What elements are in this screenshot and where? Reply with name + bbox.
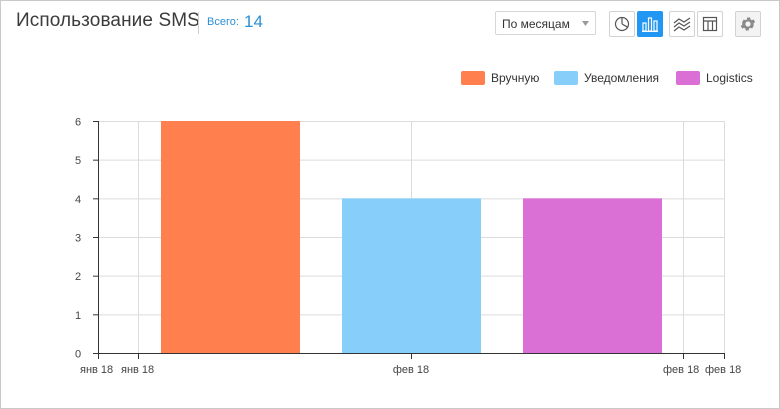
legend-swatch-manual [461,71,485,85]
legend-item-notifications[interactable]: Уведомления [554,70,659,86]
bar-chart-icon [642,17,658,32]
settings-button[interactable] [735,11,761,37]
y-tick-label-2: 2 [75,271,81,283]
period-select-value: По месяцам [502,17,570,31]
legend-label-manual: Вручную [491,71,540,85]
x-tick-label-1: янв 18 [121,364,154,376]
legend-item-logistics[interactable]: Logistics [676,70,753,86]
x-tick-label-3: фев 18 [663,364,699,376]
table-icon [702,16,718,32]
y-tick-label-3: 3 [75,233,81,245]
pie-chart-view-button[interactable] [609,11,635,37]
legend-item-manual[interactable]: Вручную [461,70,539,86]
page-title: Использование SMS [16,10,200,31]
gear-icon [740,17,756,31]
header-divider [198,12,199,34]
x-tick-label-4: фев 18 [705,364,741,376]
total-label: Всего: [207,16,239,28]
bar-chart-view-button[interactable] [637,11,663,37]
panel-header: Использование SMS Всего: 14 По месяцам [1,1,779,45]
table-view-button[interactable] [697,11,723,37]
x-tick-label-0: янв 18 [80,364,113,376]
y-tick-label-5: 5 [75,155,81,167]
chevron-down-icon [582,21,589,26]
y-tick-label-1: 1 [75,310,81,322]
legend-swatch-notifications [554,71,578,85]
area-chart-icon [673,17,691,32]
legend-label-logistics: Logistics [706,71,753,85]
pie-chart-icon [614,16,630,32]
bar-logistics [523,198,662,353]
legend-swatch-logistics [676,71,700,85]
bar-вручную [161,121,300,353]
y-tick-label-6: 6 [75,117,81,129]
y-tick-label-4: 4 [75,194,81,206]
period-select[interactable]: По месяцам [495,11,596,35]
y-tick-label-0: 0 [75,349,81,361]
x-tick-label-2: фев 18 [393,364,429,376]
total-value: 14 [244,12,263,31]
legend-label-notifications: Уведомления [584,71,660,85]
area-chart-view-button[interactable] [669,11,695,37]
bar-уведомления [342,198,481,353]
